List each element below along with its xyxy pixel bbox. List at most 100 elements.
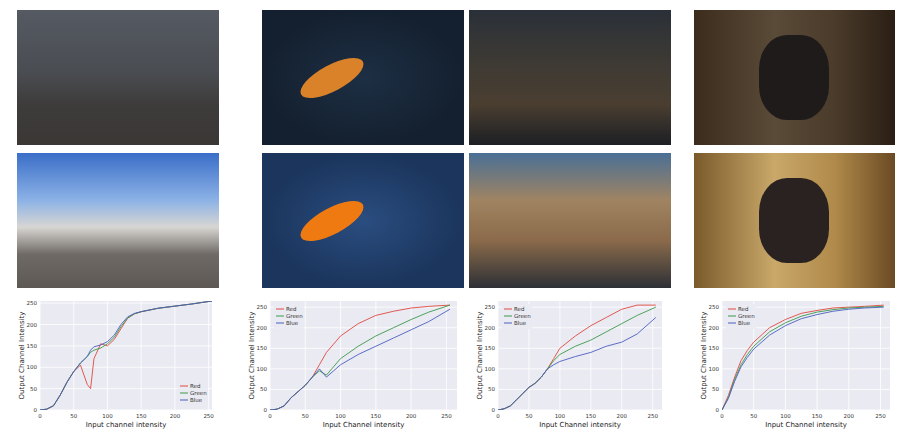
legend-label: Green <box>190 390 207 396</box>
tick-label: 50 <box>260 386 267 392</box>
lines <box>722 305 884 410</box>
tick-label: 100 <box>27 364 38 370</box>
tick-label: 0 <box>268 413 272 419</box>
plot-background <box>270 301 457 410</box>
legend-box <box>502 304 532 329</box>
series-line <box>270 309 450 410</box>
lines <box>270 305 450 410</box>
legend-swatch <box>504 316 512 317</box>
tick-label: 50 <box>750 413 757 419</box>
tick-label: 200 <box>27 322 38 328</box>
grid-line <box>270 368 457 369</box>
grid-line <box>270 348 457 349</box>
tick-label: 150 <box>812 413 823 419</box>
tick-label: 50 <box>712 386 719 392</box>
tick-label: 200 <box>709 325 720 331</box>
grid-line <box>40 324 212 325</box>
grid-line <box>446 301 447 410</box>
legend-label: Red <box>286 306 296 312</box>
grid-line <box>174 301 175 410</box>
grid-line <box>652 301 653 410</box>
legend: RedGreenBlue <box>274 304 304 329</box>
tick-label: 50 <box>488 386 495 392</box>
series-line <box>270 305 450 410</box>
tick-label: 150 <box>371 413 382 419</box>
boat <box>295 50 369 106</box>
grid-line <box>722 389 890 390</box>
x-axis-label: Input Channel intensity <box>539 421 621 429</box>
grid-line <box>73 301 74 410</box>
tick-label: 100 <box>485 366 496 372</box>
grid-line <box>305 301 306 410</box>
legend-swatch <box>504 323 512 324</box>
boat <box>295 193 369 249</box>
tick-label: 0 <box>38 413 42 419</box>
x-axis-label: Input channel intensity <box>86 421 167 429</box>
legend-label: Blue <box>190 397 203 403</box>
tick-label: 100 <box>709 366 720 372</box>
tick-label: 0 <box>34 407 38 413</box>
tick-label: 0 <box>496 413 500 419</box>
plot-background <box>40 301 212 410</box>
tick-label: 50 <box>525 413 532 419</box>
grid-line <box>498 389 662 390</box>
grid-line <box>722 348 890 349</box>
lines <box>40 301 212 410</box>
tick-label: 0 <box>716 407 720 413</box>
legend-swatch <box>276 309 284 310</box>
grid-line <box>880 301 881 410</box>
grid-line <box>40 345 212 346</box>
legend-label: Red <box>514 306 524 312</box>
tick-label: 200 <box>257 325 268 331</box>
series-line <box>722 307 884 410</box>
series-line <box>722 305 884 410</box>
tick-label: 250 <box>485 304 496 310</box>
grid-line <box>817 301 818 410</box>
y-axis-label: Output Channel Intensity <box>700 312 708 400</box>
grid-line <box>559 301 560 410</box>
plot-background <box>498 301 662 410</box>
tick-label: 100 <box>555 413 566 419</box>
series-line <box>270 305 450 410</box>
tick-label: 150 <box>586 413 597 419</box>
series-line <box>498 317 656 410</box>
grid-line <box>498 368 662 369</box>
tick-label: 50 <box>302 413 309 419</box>
legend-swatch <box>504 309 512 310</box>
grid-line <box>107 301 108 410</box>
figure: 0 50 100 150 200 250 0 50 100 150 200 250 Input chan… <box>0 0 905 437</box>
lines <box>498 305 656 410</box>
legend-label: Blue <box>738 320 751 326</box>
tick-label: 0 <box>264 407 268 413</box>
grid-line <box>270 389 457 390</box>
tick-label: 200 <box>170 413 181 419</box>
tick-label: 100 <box>335 413 346 419</box>
grid-line <box>621 301 622 410</box>
legend-label: Blue <box>514 320 527 326</box>
legend-swatch <box>728 323 736 324</box>
emblem <box>759 35 829 120</box>
grid-line <box>270 301 271 410</box>
tick-label: 0 <box>720 413 724 419</box>
tick-label: 100 <box>780 413 791 419</box>
series-line <box>722 306 884 410</box>
series-line <box>40 301 212 410</box>
legend-swatch <box>276 323 284 324</box>
tick-label: 150 <box>257 345 268 351</box>
tick-label: 250 <box>203 413 214 419</box>
grid-line <box>722 301 723 410</box>
legend-label: Green <box>514 313 531 319</box>
series-line <box>498 305 656 410</box>
grid-line <box>40 410 212 411</box>
tick-label: 250 <box>441 413 452 419</box>
grid-line <box>340 301 341 410</box>
grid-line <box>208 301 209 410</box>
legend-swatch <box>728 309 736 310</box>
grid-line <box>722 368 890 369</box>
tick-label: 50 <box>30 386 37 392</box>
grid-line <box>375 301 376 410</box>
legend: RedGreenBlue <box>178 381 208 406</box>
tick-label: 100 <box>102 413 113 419</box>
x-axis-label: Input Channel intensity <box>323 421 405 429</box>
y-axis-label: Output Channel Intensity <box>476 312 484 400</box>
